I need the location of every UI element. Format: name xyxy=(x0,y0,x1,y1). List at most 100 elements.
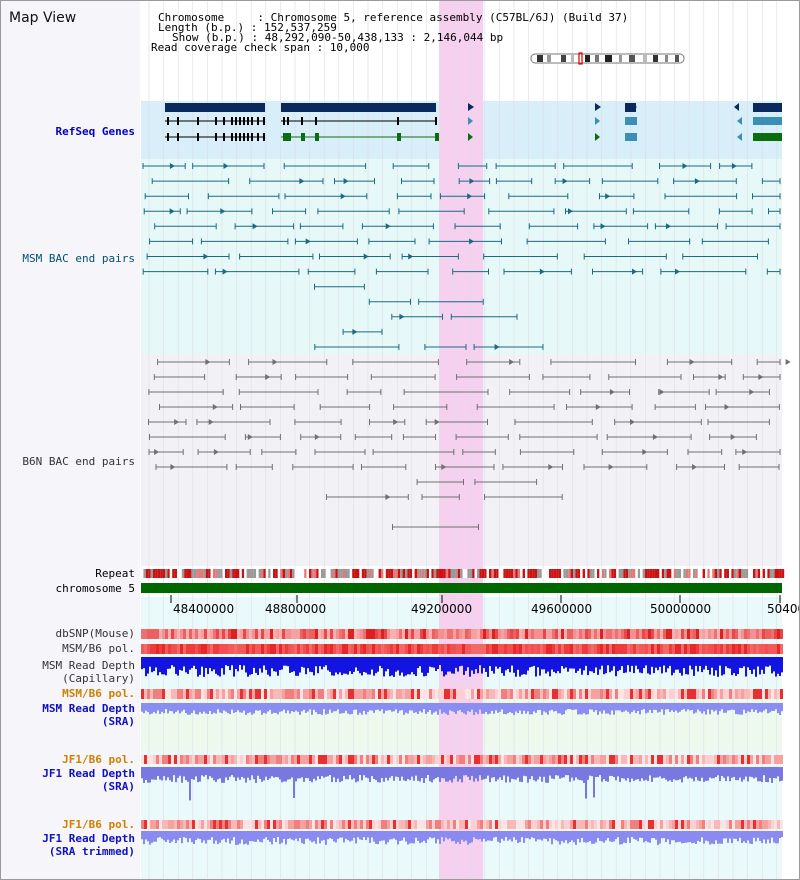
msm-b6-pol-cell xyxy=(165,644,168,654)
dbsnp-cell xyxy=(309,629,312,639)
msm-b6-pol-cell xyxy=(333,644,336,654)
msm-b6-pol-cell xyxy=(537,644,540,654)
b6n-bac-end-pairs-track[interactable] xyxy=(148,359,791,530)
jf1-b6-pol-cell xyxy=(660,755,663,764)
jf1-trimmed-depth-bar xyxy=(603,831,605,843)
msm-capillary-depth-bar xyxy=(529,657,531,668)
jf1-trimmed-depth-bar xyxy=(389,831,391,840)
jf1-b6-pol-cell xyxy=(414,755,417,764)
jf1-b6-pol-cell xyxy=(756,755,759,764)
msm-capillary-depth-bar xyxy=(657,657,659,671)
gene-block xyxy=(625,117,637,125)
jf1-trimmed-depth-bar xyxy=(381,831,383,841)
dbsnp-cell xyxy=(405,629,408,639)
jf1-trimmed-depth-bar xyxy=(589,831,591,842)
jf1-b6-pol-cell xyxy=(678,755,681,764)
msm-b6-pol-sra-cell xyxy=(468,689,471,699)
track-label-msm-depth-capillary[interactable]: MSM Read Depth xyxy=(42,659,135,672)
dbsnp-cell xyxy=(399,629,402,639)
jf1-sra-depth-bar xyxy=(537,767,539,780)
track-label-jf1-b6-pol-trimmed[interactable]: JF1/B6 pol. xyxy=(62,818,135,831)
jf1-trimmed-depth-bar xyxy=(573,831,575,843)
repeat-track[interactable] xyxy=(141,569,785,578)
exon xyxy=(263,133,265,141)
msm-b6-pol-cell xyxy=(312,644,315,654)
jf1-sra-depth-bar xyxy=(349,767,351,776)
msm-capillary-depth-bar xyxy=(477,657,479,674)
jf1-b6-pol-cell xyxy=(186,755,189,764)
read-depth-tracks[interactable] xyxy=(141,657,783,845)
ideogram-band xyxy=(595,55,599,62)
msm-sra-depth-bar xyxy=(437,703,439,715)
msm-capillary-depth-bar xyxy=(203,657,205,677)
msm-capillary-depth-bar xyxy=(533,657,535,666)
msm-sra-depth-bar xyxy=(209,703,211,711)
jf1-b6-pol-cell xyxy=(630,755,633,764)
msm-b6-pol-sra-cell xyxy=(180,689,183,699)
msm-b6-pol-sra-cell xyxy=(426,689,429,699)
track-label-jf1-b6-pol[interactable]: JF1/B6 pol. xyxy=(62,753,135,766)
dbsnp-cell xyxy=(198,629,201,639)
b6n-bac-pair-arrow xyxy=(208,419,214,425)
jf1-trimmed-depth-bar xyxy=(523,831,525,843)
repeat-element xyxy=(378,569,381,578)
polymorphism-heatmaps[interactable] xyxy=(141,629,783,829)
jf1-trimmed-depth-bar xyxy=(209,831,211,840)
msm-capillary-depth-bar xyxy=(169,657,171,669)
msm-capillary-depth-bar xyxy=(349,657,351,672)
jf1-sra-depth-bar xyxy=(673,767,675,780)
jf1-b6-pol-trimmed-cell xyxy=(693,820,696,829)
msm-bac-end-pairs-track[interactable] xyxy=(142,163,799,350)
msm-sra-depth-bar xyxy=(319,703,321,714)
repeat-element xyxy=(683,569,686,578)
jf1-b6-pol-trimmed-cell xyxy=(498,820,501,829)
jf1-trimmed-depth-bar xyxy=(779,831,781,839)
jf1-sra-depth-bar xyxy=(303,767,305,782)
jf1-b6-pol-cell xyxy=(495,755,498,764)
msm-b6-pol-cell xyxy=(717,644,720,654)
track-label-msm-depth-sra[interactable]: MSM Read Depth xyxy=(42,702,135,715)
msm-b6-pol-cell xyxy=(705,644,708,654)
msm-capillary-depth-bar xyxy=(177,657,179,676)
ideogram-band xyxy=(605,55,612,62)
msm-capillary-depth-bar xyxy=(351,657,353,674)
repeat-element xyxy=(609,569,612,578)
msm-sra-depth-bar xyxy=(765,703,767,710)
jf1-b6-pol-cell xyxy=(201,755,204,764)
jf1-trimmed-depth-bar xyxy=(685,831,687,843)
jf1-trimmed-depth-bar xyxy=(423,831,425,841)
dbsnp-cell xyxy=(324,629,327,639)
dbsnp-cell xyxy=(759,629,762,639)
repeat-element xyxy=(467,569,470,578)
track-label-msm-bac[interactable]: MSM BAC end pairs xyxy=(22,252,135,265)
msm-b6-pol-cell xyxy=(417,644,420,654)
track-label-dbsnp[interactable]: dbSNP(Mouse) xyxy=(55,627,135,640)
refseq-genes-track[interactable] xyxy=(165,103,782,141)
track-label-msm-b6-pol[interactable]: MSM/B6 pol. xyxy=(62,642,135,655)
track-label-jf1-depth-sra[interactable]: JF1 Read Depth xyxy=(42,767,135,780)
jf1-trimmed-depth-bar xyxy=(531,831,533,838)
jf1-b6-pol-trimmed-cell xyxy=(369,820,372,829)
msm-sra-depth-bar xyxy=(533,703,535,712)
dbsnp-cell xyxy=(420,629,423,639)
track-label-refseq[interactable]: RefSeq Genes xyxy=(55,125,135,138)
msm-b6-pol-sra-cell xyxy=(654,689,657,699)
dbsnp-cell xyxy=(690,629,693,639)
msm-capillary-depth-bar xyxy=(439,657,441,665)
track-label-b6n-bac[interactable]: B6N BAC end pairs xyxy=(22,455,135,468)
jf1-b6-pol-trimmed-cell xyxy=(747,820,750,829)
chromosome-ideogram[interactable] xyxy=(530,52,685,65)
msm-b6-pol-cell xyxy=(672,644,675,654)
msm-sra-depth-bar xyxy=(667,703,669,710)
jf1-trimmed-depth-bar xyxy=(597,831,599,838)
jf1-trimmed-depth-bar xyxy=(671,831,673,841)
track-label-jf1-depth-trimmed[interactable]: JF1 Read Depth xyxy=(42,832,135,845)
repeat-element xyxy=(306,569,309,578)
track-label-msm-b6-pol-sra[interactable]: MSM/B6 pol. xyxy=(62,687,135,700)
msm-sra-depth-bar xyxy=(389,703,391,710)
msm-capillary-depth-bar xyxy=(519,657,521,677)
dbsnp-cell xyxy=(726,629,729,639)
msm-sra-depth-bar xyxy=(421,703,423,713)
repeat-element xyxy=(275,569,278,578)
